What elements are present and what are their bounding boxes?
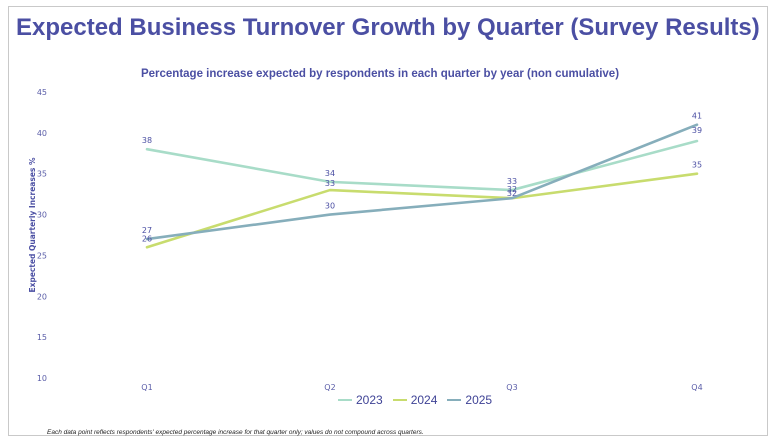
legend-label-2024: 2024 [410, 393, 438, 407]
y-tick-label: 40 [37, 129, 47, 138]
chart-footnote: Each data point reflects respondents' ex… [47, 429, 424, 436]
chart-title: Expected Business Turnover Growth by Qua… [16, 14, 760, 41]
data-label-2024-q4: 35 [692, 161, 702, 170]
data-label-2024-q1: 26 [142, 234, 152, 243]
legend-item-2023[interactable]: 2023 [338, 393, 383, 407]
legend-label-2023: 2023 [356, 393, 383, 407]
x-tick-label-q2: Q2 [324, 383, 335, 392]
x-tick-label-q1: Q1 [141, 383, 152, 392]
x-tick-label-q4: Q4 [691, 383, 702, 392]
data-label-2023-q1: 38 [142, 136, 152, 145]
y-tick-label: 25 [37, 251, 47, 260]
chart-subtitle: Percentage increase expected by responde… [140, 68, 620, 80]
y-tick-label: 20 [37, 292, 47, 301]
data-label-2025-q1: 27 [142, 226, 152, 235]
legend-swatch-2023 [338, 399, 352, 401]
data-label-2023-q2: 34 [325, 169, 335, 178]
series-line-2024 [145, 172, 699, 249]
legend-item-2024[interactable]: 2024 [392, 393, 438, 407]
data-label-2023-q4: 39 [692, 126, 702, 135]
series-line-2023 [145, 139, 699, 192]
data-label-2023-q3: 33 [507, 177, 517, 186]
y-tick-label: 15 [37, 333, 47, 342]
chart-legend: 2023 2024 2025 [338, 393, 492, 407]
y-axis-label: Expected Quarterly Increases % [28, 157, 37, 292]
y-tick-label: 10 [37, 374, 47, 383]
data-label-2025-q2: 30 [325, 202, 335, 211]
data-label-2024-q3: 32 [507, 185, 517, 194]
y-tick-label: 30 [37, 211, 47, 220]
legend-swatch-2025 [447, 399, 462, 401]
legend-swatch-2024 [392, 399, 407, 401]
legend-label-2025: 2025 [465, 393, 493, 407]
legend-item-2025[interactable]: 2025 [447, 393, 492, 407]
y-tick-label: 35 [37, 170, 47, 179]
data-label-2025-q4: 41 [692, 112, 702, 121]
x-tick-label-q3: Q3 [506, 383, 517, 392]
series-line-2025 [145, 123, 699, 241]
chart-frame [8, 6, 768, 436]
y-tick-label: 45 [37, 88, 47, 97]
data-label-2025-q3: 32 [507, 189, 517, 198]
data-label-2024-q2: 33 [325, 179, 335, 188]
